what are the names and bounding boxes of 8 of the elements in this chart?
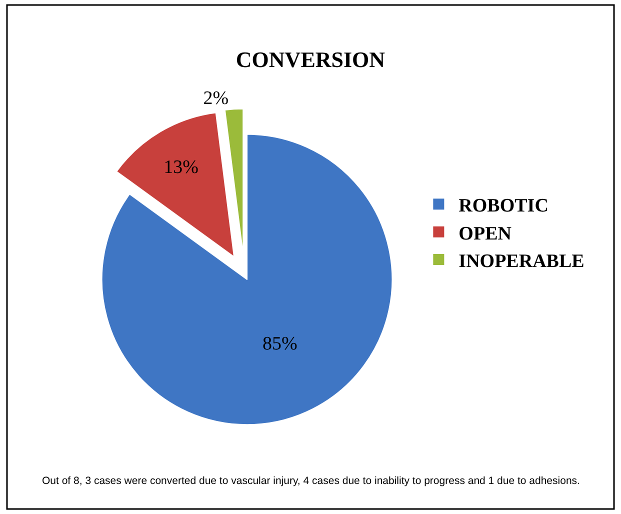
- data-label: 2%: [203, 88, 229, 110]
- chart-title: CONVERSION: [236, 46, 386, 72]
- text: Out of 8, 3 cases were converted due to vascular injury, 4 cases due to inability to progress and 1 due to adhesions.: [42, 475, 580, 487]
- legend-label: ROBOTIC: [458, 196, 548, 217]
- data-label: 85%: [262, 334, 298, 355]
- legend-label: OPEN: [458, 223, 512, 244]
- legend-label: INOPERABLE: [458, 250, 584, 272]
- data-label: 13%: [164, 156, 199, 178]
